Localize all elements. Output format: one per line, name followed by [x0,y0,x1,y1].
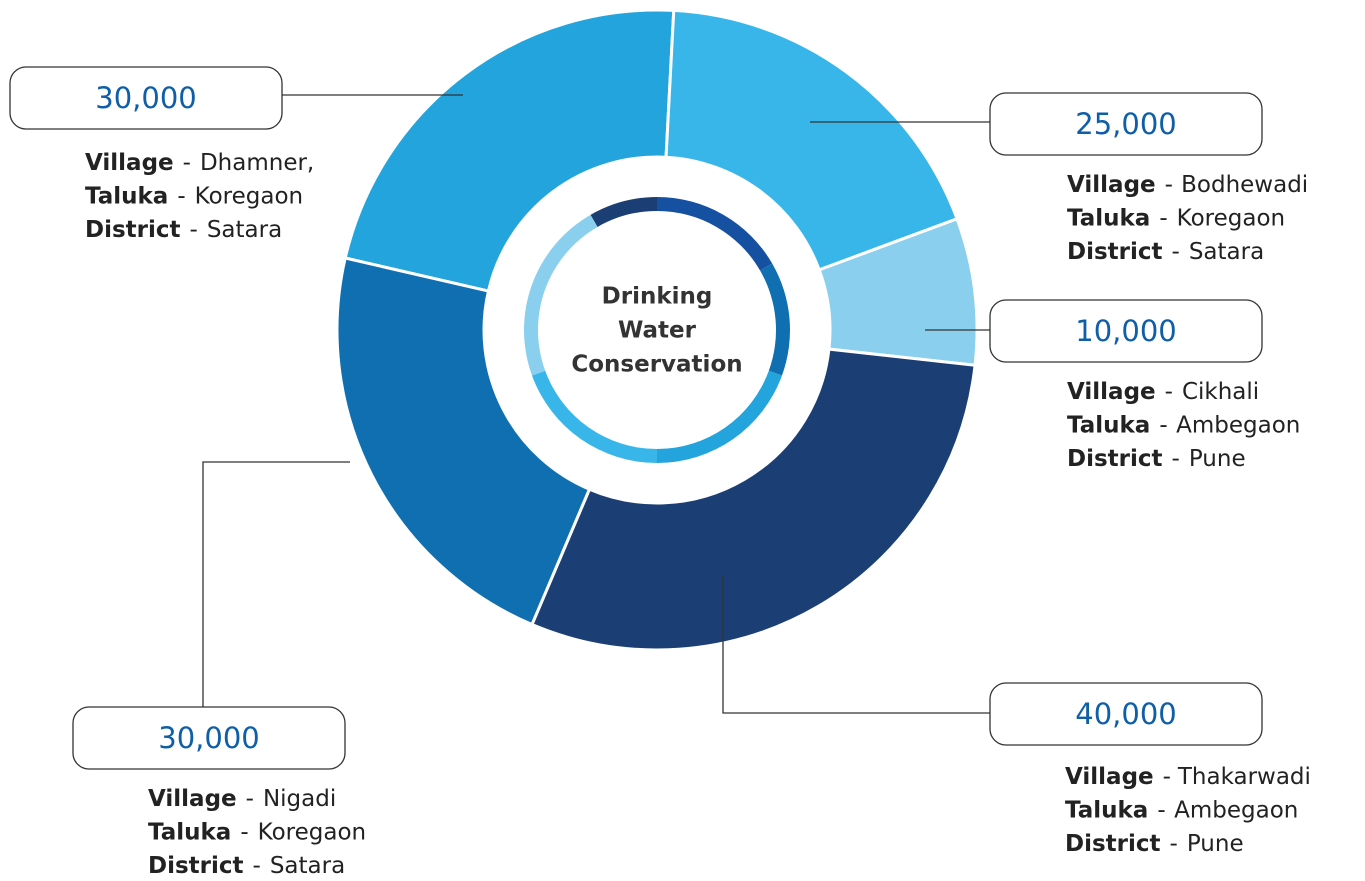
detail-line: Village - Bodhewadi [1067,172,1308,198]
detail-value: Cikhali [1182,379,1259,405]
donut-slice [664,8,959,272]
donut-slice [343,8,676,293]
detail-key: Taluka [148,819,231,845]
detail-key: District [148,853,244,879]
donut-slice [335,256,592,627]
detail-separator: - [1157,797,1165,823]
detail-value: Satara [270,853,345,879]
detail-line: District - Pune [1067,446,1246,472]
detail-line: Taluka - Koregaon [1067,205,1285,231]
detail-key: District [1067,446,1163,472]
detail-key: Taluka [1067,412,1150,438]
detail-value: Dhamner, [200,150,314,176]
value-label: 10,000 [1075,314,1176,348]
detail-line: District - Satara [148,853,345,879]
detail-separator: - [1159,205,1167,231]
leader-line [202,461,350,707]
detail-separator: - [246,786,254,812]
detail-key: District [85,217,181,243]
detail-line: Taluka - Koregaon [148,819,366,845]
detail-separator: - [1165,379,1173,405]
value-box [9,66,283,130]
donut-slice [529,347,977,652]
detail-line: Village - Dhamner, [85,150,314,176]
center-text: Drinking [602,284,713,310]
center-text: Conservation [571,352,742,378]
detail-separator: - [190,217,198,243]
detail-separator: - [1172,446,1180,472]
detail-key: Taluka [1067,205,1150,231]
detail-separator: - [177,183,185,209]
detail-separator: - [240,819,248,845]
detail-line: Taluka - Ambegaon [1067,412,1300,438]
detail-key: Taluka [1065,797,1148,823]
detail-value: Koregaon [258,819,366,845]
detail-key: Village [1067,379,1156,405]
inner-ring [657,197,773,271]
inner-ring [760,263,790,376]
detail-line: District - Satara [85,217,282,243]
detail-line: Village - Thakarwadi [1065,764,1311,790]
detail-line: Taluka - Ambegaon [1065,797,1298,823]
detail-line: Village - Nigadi [148,786,336,812]
value-box [989,299,1263,363]
leader-line [722,575,990,714]
detail-line: District - Pune [1065,831,1244,857]
value-label: 30,000 [95,81,196,115]
detail-key: Village [148,786,237,812]
inner-ring [532,370,657,463]
detail-line: Taluka - Koregaon [85,183,303,209]
value-label: 40,000 [1075,697,1176,731]
value-box [72,706,346,770]
value-box [989,682,1263,746]
detail-key: Village [1065,764,1154,790]
detail-line: Village - Cikhali [1067,379,1259,405]
detail-value: Satara [207,217,282,243]
inner-ring [657,370,782,463]
detail-value: Bodhewadi [1181,172,1308,198]
detail-key: District [1065,831,1161,857]
detail-line: District - Satara [1067,239,1264,265]
detail-separator: - [253,853,261,879]
inner-ring [590,197,657,227]
detail-separator: - [1163,764,1171,790]
detail-value: Ambegaon [1176,412,1300,438]
detail-separator: - [1172,239,1180,265]
center-text: Water [618,318,697,344]
detail-value: Ambegaon [1174,797,1298,823]
detail-separator: - [1159,412,1167,438]
detail-value: Pune [1187,831,1244,857]
detail-value: Koregaon [1177,205,1285,231]
detail-value: Satara [1189,239,1264,265]
detail-value: Koregaon [195,183,303,209]
value-label: 30,000 [158,721,259,755]
detail-key: District [1067,239,1163,265]
detail-key: Village [1067,172,1156,198]
detail-separator: - [1170,831,1178,857]
value-label: 25,000 [1075,107,1176,141]
value-box [989,92,1263,156]
inner-ring [524,214,598,376]
detail-separator: - [183,150,191,176]
detail-value: Thakarwadi [1177,764,1311,790]
detail-value: Nigadi [263,786,336,812]
detail-separator: - [1165,172,1173,198]
detail-key: Village [85,150,174,176]
detail-key: Taluka [85,183,168,209]
detail-value: Pune [1189,446,1246,472]
